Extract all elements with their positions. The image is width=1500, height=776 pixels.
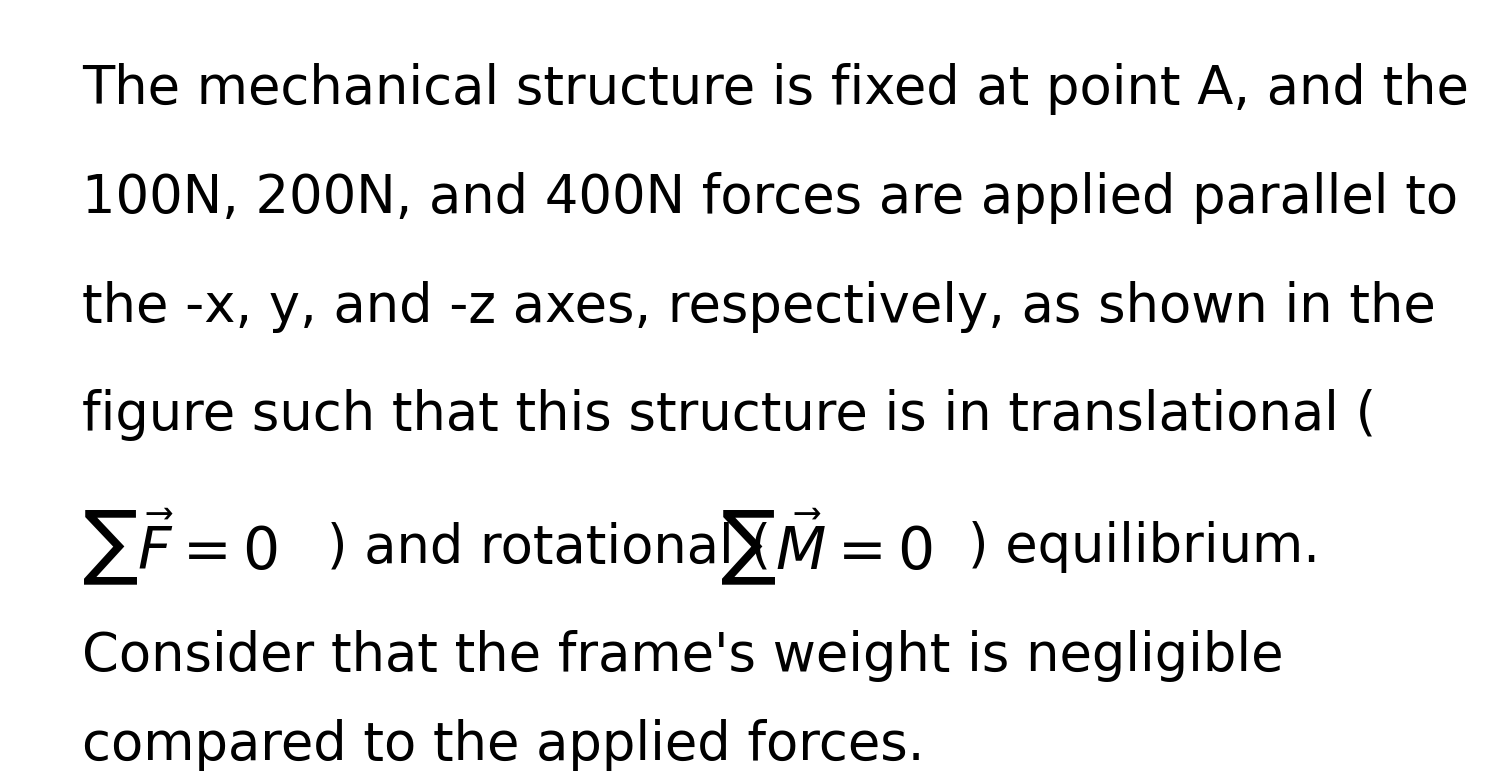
Text: the -x, y, and -z axes, respectively, as shown in the: the -x, y, and -z axes, respectively, as…	[82, 280, 1437, 333]
Text: ) equilibrium.: ) equilibrium.	[968, 521, 1320, 573]
Text: $\sum \vec{F} = 0\,$: $\sum \vec{F} = 0\,$	[82, 507, 279, 587]
Text: figure such that this structure is in translational (: figure such that this structure is in tr…	[82, 389, 1377, 442]
Text: Consider that the frame's weight is negligible: Consider that the frame's weight is negl…	[82, 629, 1284, 682]
Text: compared to the applied forces.: compared to the applied forces.	[82, 719, 925, 771]
Text: 100N, 200N, and 400N forces are applied parallel to: 100N, 200N, and 400N forces are applied …	[82, 171, 1458, 224]
Text: ) and rotational (: ) and rotational (	[327, 521, 771, 573]
Text: The mechanical structure is fixed at point A, and the: The mechanical structure is fixed at poi…	[82, 63, 1470, 116]
Text: $\sum \vec{M} = 0\,$: $\sum \vec{M} = 0\,$	[720, 507, 933, 587]
